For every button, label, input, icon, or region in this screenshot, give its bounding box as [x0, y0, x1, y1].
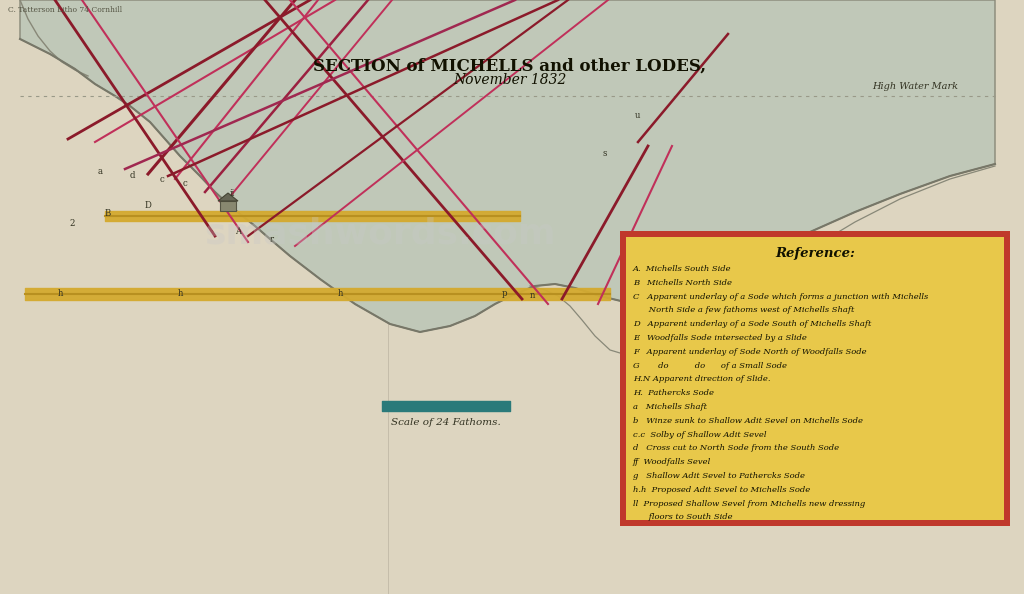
Text: d   Cross cut to North Sode from the South Sode: d Cross cut to North Sode from the South…	[633, 444, 839, 453]
Text: b   Winze sunk to Shallow Adit Sevel on Michells Sode: b Winze sunk to Shallow Adit Sevel on Mi…	[633, 417, 863, 425]
Text: H.  Pathercks Sode: H. Pathercks Sode	[633, 389, 714, 397]
Bar	[626, 237, 1004, 520]
Text: g   Shallow Adit Sevel to Pathercks Sode: g Shallow Adit Sevel to Pathercks Sode	[633, 472, 805, 480]
Text: u: u	[635, 112, 641, 121]
Text: B   Michells North Side: B Michells North Side	[633, 279, 732, 287]
Text: November 1832: November 1832	[454, 73, 566, 87]
Text: North Side a few fathoms west of Michells Shaft: North Side a few fathoms west of Michell…	[633, 307, 854, 314]
Text: h: h	[57, 289, 62, 299]
Text: h: h	[337, 289, 343, 299]
Text: High Water Mark: High Water Mark	[872, 82, 958, 91]
Text: a   Michells Shaft: a Michells Shaft	[633, 403, 707, 411]
Polygon shape	[20, 0, 995, 332]
Text: c.c  Solby of Shallow Adit Sevel: c.c Solby of Shallow Adit Sevel	[633, 431, 767, 438]
Text: c: c	[160, 175, 165, 185]
Text: c: c	[182, 179, 187, 188]
Text: B: B	[104, 210, 112, 219]
Text: ff  Woodfalls Sevel: ff Woodfalls Sevel	[633, 458, 712, 466]
Text: p: p	[502, 289, 508, 299]
Text: SECTION of MICHELLS and other LODES,: SECTION of MICHELLS and other LODES,	[313, 58, 707, 74]
Text: h.h  Proposed Adit Sevel to Michells Sode: h.h Proposed Adit Sevel to Michells Sode	[633, 486, 810, 494]
Text: Reference:: Reference:	[775, 247, 855, 260]
Text: D: D	[144, 201, 152, 210]
Text: d: d	[129, 172, 135, 181]
Text: r: r	[270, 235, 274, 245]
Text: floors to South Side: floors to South Side	[633, 513, 732, 522]
Text: a: a	[97, 168, 102, 176]
Text: E   Woodfalls Sode intersected by a Slide: E Woodfalls Sode intersected by a Slide	[633, 334, 807, 342]
Text: ll  Proposed Shallow Sevel from Michells new dressing: ll Proposed Shallow Sevel from Michells …	[633, 500, 865, 508]
Text: h: h	[177, 289, 182, 299]
Bar	[620, 231, 1010, 526]
Text: F   Apparent underlay of Sode North of Woodfalls Sode: F Apparent underlay of Sode North of Woo…	[633, 348, 866, 356]
Text: s: s	[603, 150, 607, 159]
Text: D   Apparent underlay of a Sode South of Michells Shaft: D Apparent underlay of a Sode South of M…	[633, 320, 871, 328]
Text: smashwords.com: smashwords.com	[204, 217, 556, 251]
Text: H.N Apparent direction of Slide.: H.N Apparent direction of Slide.	[633, 375, 770, 383]
Text: 2: 2	[70, 220, 75, 229]
Bar	[220, 201, 236, 211]
Text: Scale of 24 Fathoms.: Scale of 24 Fathoms.	[391, 418, 501, 427]
Text: A.  Michells South Side: A. Michells South Side	[633, 265, 731, 273]
Polygon shape	[218, 193, 238, 201]
Text: C   Apparent underlay of a Sode which forms a junction with Michells: C Apparent underlay of a Sode which form…	[633, 293, 928, 301]
Text: G       do          do      of a Small Sode: G do do of a Small Sode	[633, 362, 787, 369]
Text: n: n	[529, 292, 535, 301]
Text: ii: ii	[229, 189, 234, 198]
Text: A: A	[234, 228, 241, 236]
Text: C. Tatterson Litho 74 Cornhill: C. Tatterson Litho 74 Cornhill	[8, 6, 122, 14]
